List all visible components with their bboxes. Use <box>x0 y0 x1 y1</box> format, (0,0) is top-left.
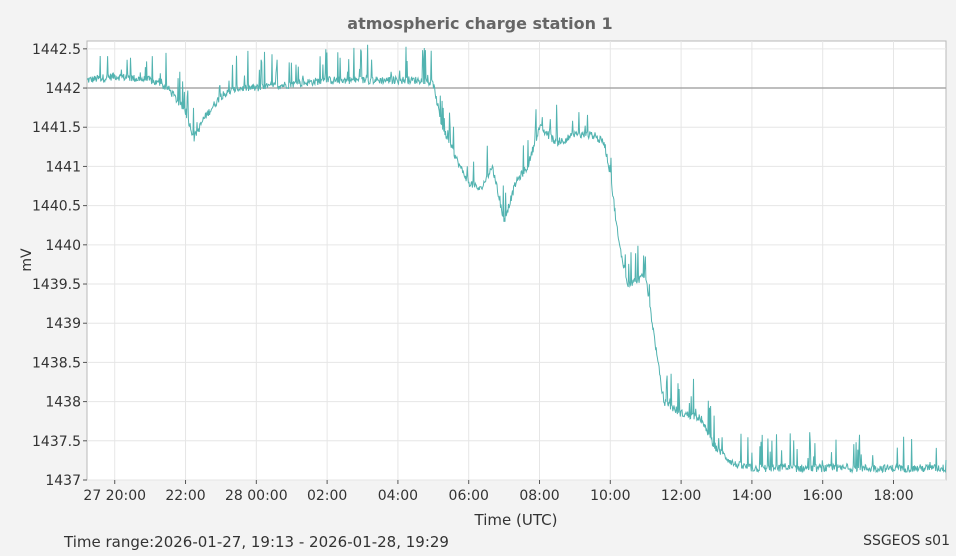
y-tick-label: 1439.5 <box>32 277 81 293</box>
x-tick-label: 16:00 <box>803 488 843 504</box>
x-tick-label: 02:00 <box>307 488 347 504</box>
chart-title: atmospheric charge station 1 <box>347 14 612 33</box>
y-tick-label: 1442 <box>45 81 81 97</box>
y-axis-ticks: 1437 1437.5 1438 1438.5 1439 1439.5 1440 1440.5… <box>32 42 87 489</box>
y-tick-label: 1441 <box>45 159 81 175</box>
y-tick-label: 1439 <box>45 316 81 332</box>
x-tick-label: 10:00 <box>590 488 630 504</box>
plot-area <box>86 40 947 481</box>
time-range-label: Time range: <box>64 533 155 551</box>
x-tick-label: 12:00 <box>661 488 701 504</box>
x-tick-label: 27 20:00 <box>83 488 146 504</box>
y-tick-label: 1437.5 <box>32 434 81 450</box>
y-tick-label: 1438 <box>45 395 81 411</box>
x-tick-label: 18:00 <box>873 488 913 504</box>
x-axis-label: Time (UTC) <box>474 511 558 529</box>
series-line <box>86 44 947 474</box>
y-tick-label: 1440 <box>45 238 81 254</box>
x-tick-label: 14:00 <box>732 488 772 504</box>
x-tick-label: 08:00 <box>519 488 559 504</box>
x-tick-label: 06:00 <box>449 488 489 504</box>
y-tick-label: 1440.5 <box>32 199 81 215</box>
y-axis-label: mV <box>19 248 35 272</box>
time-range-value: 2026-01-27, 19:13 - 2026-01-28, 19:29 <box>154 533 449 551</box>
y-tick-label: 1442.5 <box>32 42 81 58</box>
y-tick-label: 1437 <box>45 473 81 489</box>
source-label: SSGEOS s01 <box>863 533 950 549</box>
y-tick-label: 1438.5 <box>32 355 81 371</box>
time-range: Time range:2026-01-27, 19:13 - 2026-01-2… <box>64 533 449 551</box>
x-tick-label: 04:00 <box>378 488 418 504</box>
x-tick-label: 22:00 <box>165 488 205 504</box>
x-axis-ticks: 27 20:00 22:00 28 00:00 02:00 04:00 06:00 08:0… <box>83 480 914 504</box>
x-tick-label: 28 00:00 <box>225 488 288 504</box>
y-tick-label: 1441.5 <box>32 120 81 136</box>
